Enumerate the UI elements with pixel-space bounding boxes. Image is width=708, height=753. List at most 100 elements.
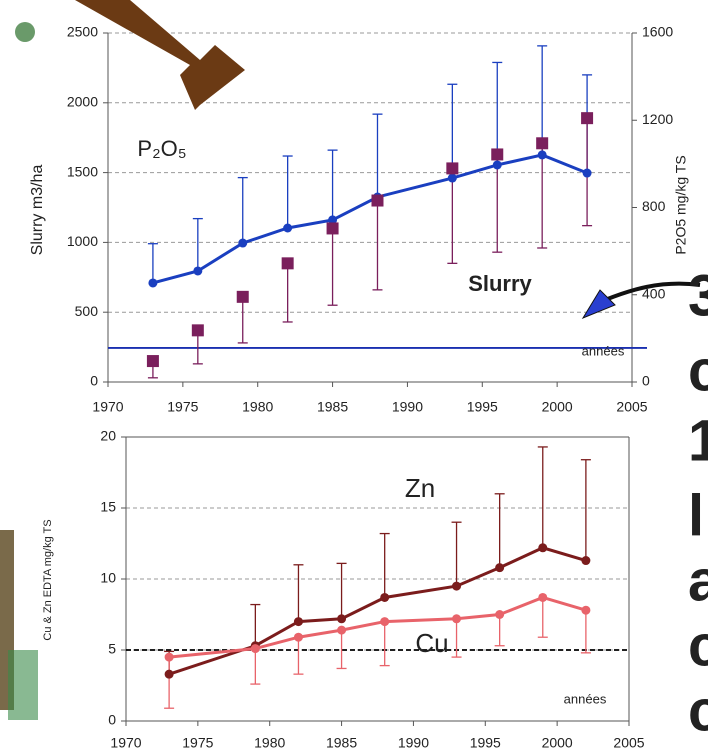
marker — [492, 160, 502, 170]
x-tick-label: 1980 — [242, 399, 273, 415]
y2-tick-label: 1200 — [642, 111, 673, 127]
marker — [146, 355, 159, 368]
error-bar — [250, 603, 261, 646]
x-tick-label: 1970 — [110, 735, 141, 751]
y-tick-label: 0 — [90, 373, 98, 389]
x-tick-label: 2005 — [613, 735, 644, 751]
series-label: Slurry — [468, 271, 532, 296]
series-label: Cu — [415, 628, 448, 658]
marker — [495, 563, 505, 573]
marker — [191, 324, 204, 337]
y2-tick-label: 1600 — [642, 24, 673, 40]
error-bar — [250, 648, 261, 685]
series-line — [152, 153, 588, 285]
marker — [380, 617, 390, 627]
x-tick-label: 2005 — [616, 399, 647, 415]
series-label: Zn — [405, 473, 435, 503]
arrow-decoration — [604, 281, 701, 302]
marker — [337, 614, 347, 624]
marker — [164, 652, 174, 662]
side-text: l — [688, 483, 704, 548]
x-tick-label: 2000 — [542, 399, 573, 415]
marker — [293, 617, 303, 627]
error-bar — [379, 621, 390, 667]
error-bar — [537, 45, 548, 155]
error-bar — [494, 614, 505, 647]
error-bar — [327, 149, 338, 220]
marker — [452, 614, 462, 624]
x-tick-label: 1990 — [392, 399, 423, 415]
marker — [380, 592, 390, 602]
marker — [236, 290, 249, 303]
marker — [491, 148, 504, 161]
y-tick-label: 1000 — [67, 233, 98, 249]
error-bar — [237, 296, 248, 344]
marker — [447, 173, 457, 183]
marker — [537, 150, 547, 160]
y2-tick-label: 0 — [642, 373, 650, 389]
y2-tick-label: 400 — [642, 285, 666, 301]
marker — [581, 605, 591, 615]
marker — [538, 592, 548, 602]
x-tick-label: 1975 — [182, 735, 213, 751]
x-tick-label: 1995 — [470, 735, 501, 751]
side-text: a — [688, 548, 708, 613]
x-tick-label: 1985 — [317, 399, 348, 415]
side-text: 3 — [688, 263, 708, 328]
logo-mark — [8, 650, 38, 720]
x-tick-label: 1970 — [92, 399, 123, 415]
marker — [193, 266, 203, 276]
error-bar — [379, 532, 390, 598]
y-tick-label: 10 — [100, 570, 116, 586]
error-bar — [336, 562, 347, 619]
y-tick-label: 2000 — [67, 94, 98, 110]
x-tick-label: 1980 — [254, 735, 285, 751]
error-bar — [494, 493, 505, 568]
y-axis-label: Cu & Zn EDTA mg/kg TS — [42, 519, 54, 640]
x-tick-label: 1995 — [467, 399, 498, 415]
arrow-decoration — [581, 289, 616, 320]
marker — [446, 162, 459, 175]
error-bar — [451, 521, 462, 587]
side-text: c — [688, 613, 708, 678]
y-tick-label: 1500 — [67, 163, 98, 179]
marker — [582, 168, 592, 178]
logo-mark — [15, 22, 35, 42]
error-bar — [164, 657, 175, 709]
arrow-decoration — [75, 0, 245, 110]
marker — [581, 556, 591, 566]
error-bar — [192, 217, 203, 271]
side-text: 1 — [688, 408, 708, 473]
error-bar — [580, 610, 591, 654]
error-bar — [372, 113, 383, 198]
error-bar — [237, 176, 248, 244]
y-tick-label: 500 — [75, 303, 99, 319]
y-tick-label: 5 — [108, 641, 116, 657]
y2-tick-label: 800 — [642, 198, 666, 214]
annotation: années — [564, 691, 607, 706]
error-bar — [451, 618, 462, 658]
error-bar — [282, 263, 293, 323]
marker — [371, 194, 384, 207]
error-bar — [447, 168, 458, 264]
marker — [337, 625, 347, 635]
y-tick-label: 0 — [108, 712, 116, 728]
marker — [238, 238, 248, 248]
side-text: c — [688, 338, 708, 403]
marker — [326, 222, 339, 235]
y-axis-label: Slurry m3/ha — [29, 165, 46, 256]
error-bar — [293, 564, 304, 622]
error-bar — [147, 243, 158, 283]
error-bar — [492, 61, 503, 165]
y2-axis-label: P2O5 mg/kg TS — [673, 155, 689, 254]
error-bar — [282, 155, 293, 229]
marker — [328, 215, 338, 225]
y-tick-label: 15 — [100, 499, 116, 515]
marker — [250, 644, 260, 654]
marker — [281, 257, 294, 270]
marker — [538, 543, 548, 553]
annotation: années — [582, 343, 625, 358]
x-tick-label: 2000 — [542, 735, 573, 751]
side-text: c — [688, 678, 708, 743]
marker — [452, 581, 462, 591]
